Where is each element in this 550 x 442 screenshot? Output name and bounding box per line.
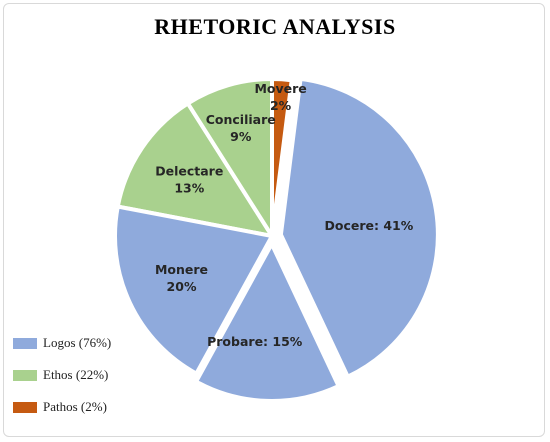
legend-label-logos: Logos (76%) xyxy=(43,335,112,350)
legend-swatch-logos xyxy=(13,337,37,349)
legend: Logos (76%) Ethos (22%) Pathos (2%) xyxy=(13,335,111,431)
legend-item-ethos: Ethos (22%) xyxy=(13,367,111,383)
data-label-movere: Movere 2% xyxy=(254,81,306,113)
data-label-probare: Probare: 15% xyxy=(207,334,303,349)
pie-slice-delectare xyxy=(115,101,274,238)
data-label-docere: Docere: 41% xyxy=(325,218,414,233)
pie-slice-probare xyxy=(194,241,341,403)
data-label-delectare: Delectare 13% xyxy=(155,163,223,195)
data-label-monere: Monere 20% xyxy=(155,262,208,294)
data-label-conciliare: Conciliare 9% xyxy=(206,112,276,144)
legend-swatch-ethos xyxy=(13,369,37,381)
pie-slice-movere xyxy=(270,77,294,238)
legend-item-logos: Logos (76%) xyxy=(13,335,111,351)
legend-label-ethos: Ethos (22%) xyxy=(43,367,109,382)
chart-title: RHETORIC ANALYSIS xyxy=(154,14,396,39)
legend-item-pathos: Pathos (2%) xyxy=(13,399,111,415)
legend-swatch-pathos xyxy=(13,401,37,413)
pie-slice-monere xyxy=(113,204,274,376)
pie-slice-docere xyxy=(278,76,440,379)
legend-label-pathos: Pathos (2%) xyxy=(43,399,107,414)
